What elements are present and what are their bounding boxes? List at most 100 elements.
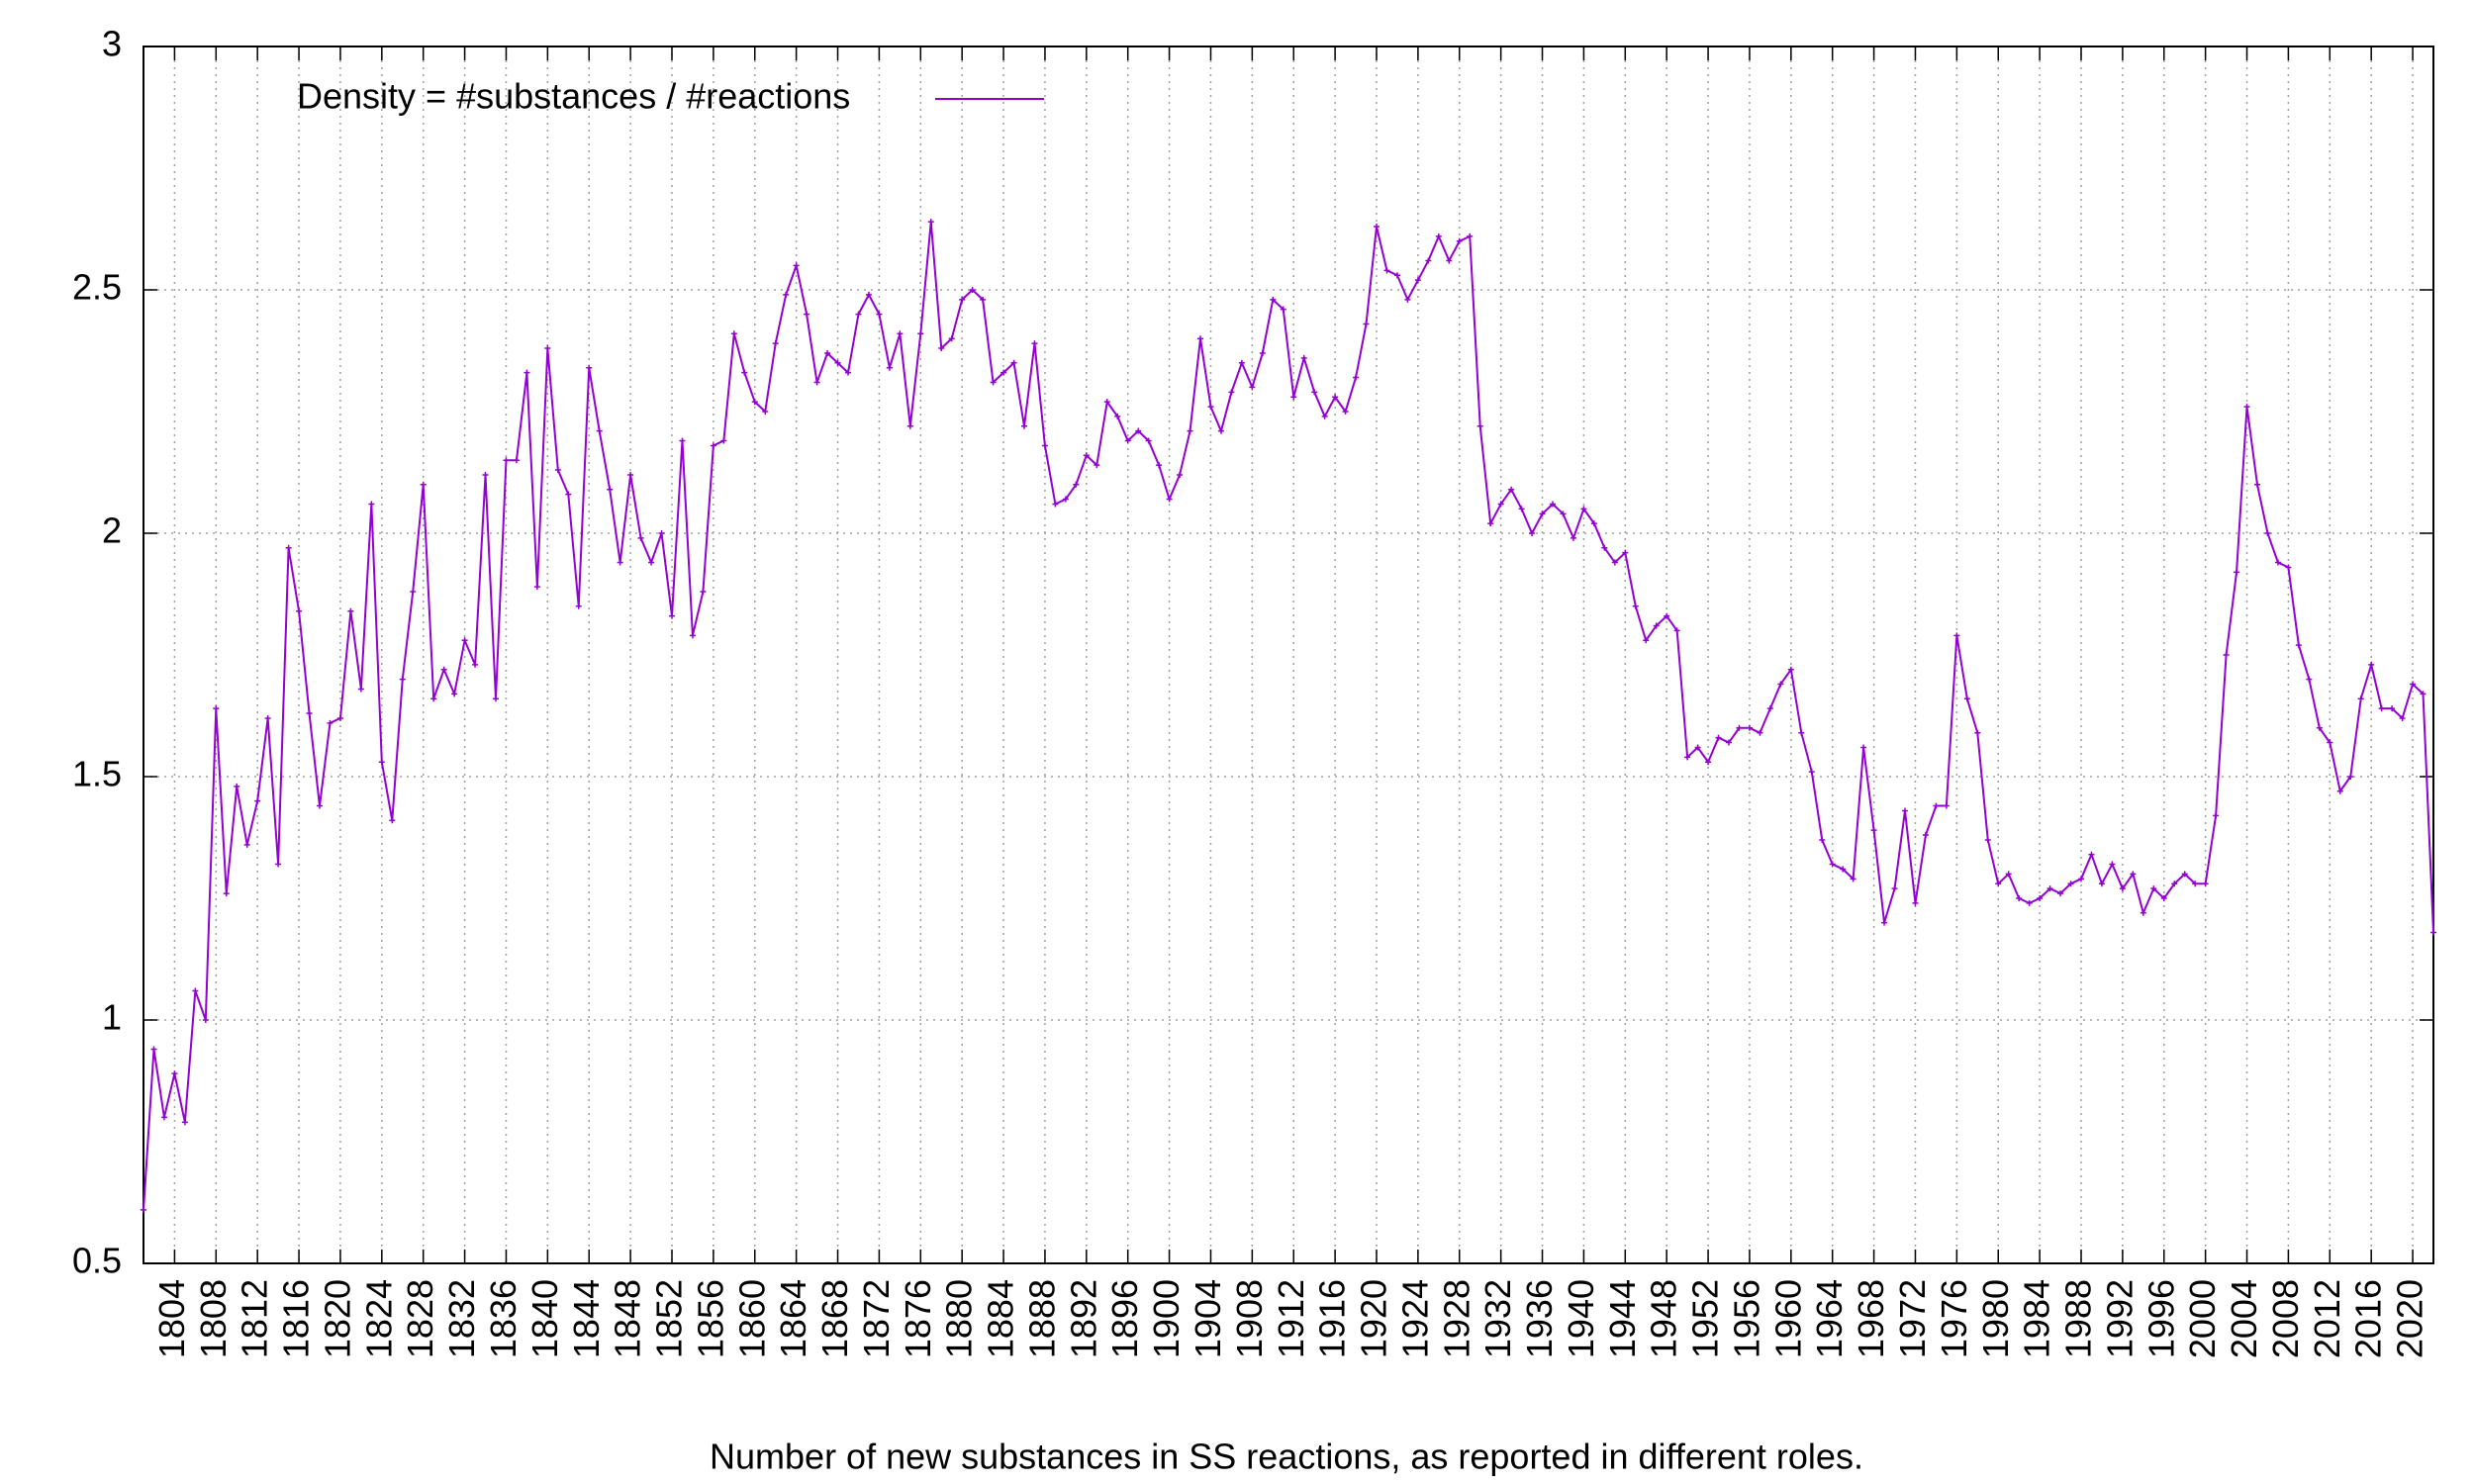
point-marker xyxy=(1922,832,1929,839)
point-marker xyxy=(472,661,479,668)
x-tick-label: 1876 xyxy=(898,1279,938,1358)
point-marker xyxy=(959,296,966,303)
point-marker xyxy=(1902,807,1908,814)
point-marker xyxy=(461,637,468,644)
point-marker xyxy=(202,1017,209,1023)
point-marker xyxy=(1010,359,1017,366)
point-marker xyxy=(2223,652,2230,658)
point-marker xyxy=(658,530,665,536)
point-marker xyxy=(1145,437,1152,444)
point-marker xyxy=(1259,349,1266,356)
point-marker xyxy=(544,345,551,352)
point-marker xyxy=(1550,501,1556,508)
point-marker xyxy=(2399,714,2406,721)
point-marker xyxy=(927,219,934,226)
point-marker xyxy=(1684,754,1691,761)
point-marker xyxy=(1746,724,1753,731)
point-marker xyxy=(1052,501,1059,508)
x-tick-label: 2008 xyxy=(2265,1279,2306,1358)
point-marker xyxy=(420,481,427,488)
point-marker xyxy=(586,364,593,371)
point-marker xyxy=(430,696,437,702)
point-marker xyxy=(2430,929,2436,936)
point-marker xyxy=(1850,876,1856,882)
point-marker xyxy=(1580,506,1587,512)
point-marker xyxy=(317,802,323,809)
point-marker xyxy=(1300,354,1307,361)
point-marker xyxy=(1228,389,1235,396)
point-marker xyxy=(648,559,655,566)
point-marker xyxy=(783,291,790,298)
point-marker xyxy=(1570,534,1576,541)
point-marker xyxy=(1467,232,1474,239)
point-marker xyxy=(503,457,510,464)
point-marker xyxy=(275,861,282,868)
point-marker xyxy=(834,359,841,366)
point-marker xyxy=(1694,744,1701,751)
point-marker xyxy=(1114,413,1121,419)
point-marker xyxy=(1425,257,1432,264)
point-marker xyxy=(1705,759,1712,766)
point-marker xyxy=(906,422,913,429)
point-marker xyxy=(1177,471,1184,478)
point-marker xyxy=(2295,642,2302,649)
point-marker xyxy=(2160,895,2167,901)
x-tick-label: 1996 xyxy=(2141,1279,2181,1358)
point-marker xyxy=(2410,681,2417,688)
point-marker xyxy=(1249,384,1256,391)
y-tick-label: 3 xyxy=(102,24,122,64)
x-tick-label: 1848 xyxy=(608,1279,648,1358)
y-tick-label: 0.5 xyxy=(72,1241,122,1281)
point-marker xyxy=(2327,739,2333,746)
x-tick-label: 1904 xyxy=(1188,1279,1228,1358)
point-marker xyxy=(1135,427,1142,434)
x-tick-label: 1816 xyxy=(276,1279,317,1358)
x-tick-label: 1988 xyxy=(2058,1279,2099,1358)
point-marker xyxy=(2389,705,2396,712)
point-marker xyxy=(1881,919,1888,926)
point-marker xyxy=(2057,890,2064,897)
point-marker xyxy=(1766,705,1773,712)
point-marker xyxy=(513,457,520,464)
x-tick-label: 1824 xyxy=(358,1279,399,1358)
point-marker xyxy=(2037,895,2044,901)
point-marker xyxy=(192,987,199,994)
point-marker xyxy=(772,340,779,347)
x-tick-label: 1872 xyxy=(856,1279,897,1358)
point-marker xyxy=(523,369,530,376)
point-marker xyxy=(347,607,354,614)
point-marker xyxy=(2336,788,2343,794)
point-marker xyxy=(1435,232,1442,239)
x-tick-label: 1804 xyxy=(151,1279,192,1358)
point-marker xyxy=(679,437,686,444)
legend-label: Density = #substances / #reactions xyxy=(297,76,850,117)
point-marker xyxy=(1808,769,1815,776)
point-marker xyxy=(1321,413,1328,419)
point-marker xyxy=(710,442,716,449)
point-marker xyxy=(2140,909,2146,916)
point-marker xyxy=(1673,627,1680,634)
x-tick-label: 1916 xyxy=(1312,1279,1353,1358)
point-marker xyxy=(741,369,748,376)
point-marker xyxy=(1963,696,1970,702)
point-marker xyxy=(1062,496,1069,503)
point-marker xyxy=(234,783,240,789)
point-marker xyxy=(2306,676,2313,683)
x-tick-label: 2012 xyxy=(2307,1279,2347,1358)
point-marker xyxy=(617,559,623,566)
point-marker xyxy=(389,817,396,824)
point-marker xyxy=(2368,661,2375,668)
point-marker xyxy=(1518,506,1525,512)
point-marker xyxy=(2088,851,2095,858)
point-marker xyxy=(296,607,303,614)
point-marker xyxy=(565,491,572,498)
point-marker xyxy=(1021,422,1027,429)
x-tick-label: 1952 xyxy=(1685,1279,1726,1358)
x-tick-label: 1828 xyxy=(400,1279,440,1358)
point-marker xyxy=(2202,881,2209,887)
x-tick-label: 1944 xyxy=(1602,1279,1643,1358)
point-marker xyxy=(855,311,862,318)
x-tick-label: 1928 xyxy=(1436,1279,1476,1358)
point-marker xyxy=(897,330,904,337)
point-marker xyxy=(1187,427,1193,434)
